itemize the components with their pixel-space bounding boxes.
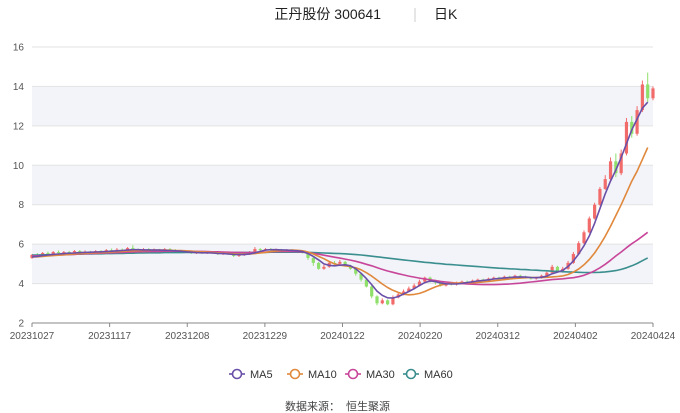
candle-body <box>391 297 395 305</box>
candle-body <box>598 188 602 205</box>
legend-swatch-marker[interactable] <box>347 368 359 380</box>
candle-body <box>603 179 607 189</box>
candle-body <box>476 279 480 281</box>
source-name: 恒生聚源 <box>346 399 390 413</box>
candle-body <box>417 281 422 286</box>
plot-band <box>32 86 653 126</box>
candle-body <box>72 251 77 253</box>
ma60-line <box>32 251 649 274</box>
candle-body <box>78 251 82 253</box>
source-label: 数据来源： <box>285 399 340 413</box>
y-tick-label: 14 <box>13 82 25 93</box>
candle-body <box>582 232 586 244</box>
candle-body <box>640 84 644 111</box>
y-tick-label: 2 <box>18 319 24 330</box>
candle-body <box>322 266 326 269</box>
candle-body <box>370 286 374 297</box>
candle-body <box>492 277 496 279</box>
plot-band <box>32 165 653 205</box>
candle-body <box>253 249 257 253</box>
candle-body <box>635 110 639 134</box>
x-tick-label: 20240122 <box>320 331 365 342</box>
ma30-line <box>31 231 649 286</box>
moving-average-lines <box>31 101 649 299</box>
candle-body <box>593 204 597 219</box>
candle-body <box>571 254 575 263</box>
candle-body <box>646 84 650 99</box>
candle-body <box>62 252 66 254</box>
candle-body <box>338 261 342 264</box>
x-tick-label: 20231229 <box>243 331 288 342</box>
candle-body <box>386 300 390 305</box>
x-tick-label: 20231027 <box>10 331 55 342</box>
x-tick-label: 20240220 <box>398 331 443 342</box>
candle-body <box>550 266 554 273</box>
legend-swatch-marker[interactable] <box>289 368 301 380</box>
x-tick-label: 20240312 <box>476 331 521 342</box>
candle-body <box>306 252 310 258</box>
candle-body <box>343 261 347 266</box>
period-label[interactable]: 日K <box>434 6 458 22</box>
candle-body <box>354 268 358 274</box>
y-tick-label: 8 <box>18 200 24 211</box>
x-tick-label: 20240402 <box>553 331 598 342</box>
y-tick-label: 10 <box>13 161 25 172</box>
candle-body <box>577 243 581 254</box>
candle-body <box>545 272 549 276</box>
y-tick-label: 16 <box>13 43 25 54</box>
candle-body <box>364 279 368 287</box>
candle-body <box>380 300 384 304</box>
legend-swatch-marker[interactable] <box>405 368 417 380</box>
y-tick-label: 6 <box>18 240 24 251</box>
candle-body <box>439 282 443 286</box>
y-tick-label: 4 <box>18 279 24 290</box>
legend-label-ma30[interactable]: MA30 <box>366 369 395 381</box>
candle-body <box>131 248 135 250</box>
candle-body <box>46 253 50 255</box>
candle-body <box>125 248 130 251</box>
legend-label-ma10[interactable]: MA10 <box>308 369 337 381</box>
stock-title: 正丹股份 300641 <box>274 6 381 22</box>
candle-body <box>555 266 560 272</box>
candle-body <box>56 252 61 254</box>
candle-body <box>651 88 655 99</box>
candle-body <box>608 161 613 180</box>
candle-body <box>630 121 634 134</box>
candle-body <box>614 161 618 174</box>
candle-body <box>237 254 241 256</box>
legend-label-ma5[interactable]: MA5 <box>250 369 273 381</box>
x-tick-label: 20231117 <box>88 331 131 342</box>
candle-body <box>412 285 416 289</box>
y-axis-ticks: 2 4 6 8 10 12 14 16 <box>13 43 25 330</box>
ma5-line <box>31 101 649 299</box>
candle-body <box>311 257 315 263</box>
legend-label-ma60[interactable]: MA60 <box>424 369 453 381</box>
candle-body <box>317 262 321 269</box>
candle-body <box>624 121 629 154</box>
candle-body <box>587 218 591 233</box>
candle-body <box>401 291 406 295</box>
x-tick-label: 20240424 <box>631 331 676 342</box>
y-tick-label: 12 <box>13 121 25 132</box>
candle-body <box>375 296 379 304</box>
candle-body <box>619 153 623 174</box>
candle-body <box>407 288 411 292</box>
legend-swatch-marker[interactable] <box>231 368 243 380</box>
chart-legend[interactable]: MA5 MA10 MA30 MA60 <box>229 368 453 381</box>
x-axis: 20231027 20231117 20231208 20231229 20240122… <box>10 322 676 342</box>
candle-body <box>258 249 262 251</box>
candle-body <box>359 273 363 280</box>
x-tick-label: 20231208 <box>165 331 210 342</box>
candle-body <box>51 252 55 254</box>
